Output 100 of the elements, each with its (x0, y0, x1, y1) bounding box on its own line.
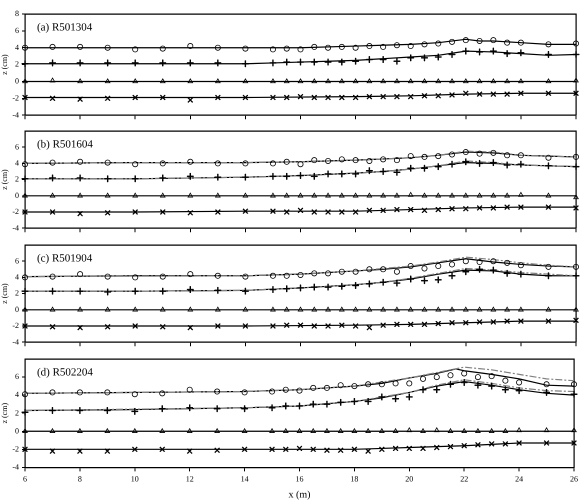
point (338, 209, 345, 215)
point (380, 94, 386, 100)
point (50, 44, 56, 50)
point (394, 42, 400, 48)
point (476, 259, 483, 266)
point (105, 192, 110, 198)
point (282, 386, 289, 393)
point (476, 38, 483, 44)
point (310, 384, 316, 391)
point (311, 323, 318, 329)
point (352, 58, 360, 65)
point (159, 174, 166, 182)
point (188, 78, 193, 84)
point (298, 161, 304, 168)
point (268, 404, 276, 412)
point (434, 54, 442, 60)
point (406, 446, 412, 452)
point (463, 192, 468, 198)
point (214, 405, 221, 412)
point (380, 78, 386, 84)
point (407, 276, 414, 282)
point (242, 60, 249, 68)
point (476, 266, 484, 273)
point (476, 205, 482, 211)
point (187, 210, 194, 216)
point (433, 386, 440, 394)
point (160, 274, 166, 280)
point (476, 306, 482, 312)
point (490, 48, 497, 55)
point (366, 56, 373, 63)
y-tick-label: 6 (15, 142, 19, 152)
point (475, 442, 481, 448)
point (463, 78, 468, 84)
x-tick-label: 16 (296, 474, 304, 484)
y-tick-label: 8 (15, 9, 19, 18)
point (504, 318, 510, 324)
point (380, 192, 386, 198)
point (187, 324, 194, 330)
point (545, 162, 552, 170)
point (22, 94, 28, 100)
point (407, 164, 414, 172)
point (132, 59, 139, 66)
point (379, 428, 384, 433)
y-tick-label: 6 (15, 256, 19, 266)
point (573, 264, 579, 270)
point (408, 78, 414, 84)
y-tick-label: 6 (15, 26, 19, 35)
point (132, 78, 138, 84)
point (366, 167, 373, 174)
point (325, 270, 332, 276)
point (284, 46, 290, 52)
point (573, 318, 579, 324)
point (421, 41, 428, 48)
y-tick-label: -2 (12, 207, 19, 216)
point (50, 306, 56, 312)
y-tick-label: 4 (15, 272, 19, 282)
point (504, 50, 511, 58)
point (76, 174, 84, 182)
point (22, 274, 28, 280)
point (77, 428, 83, 433)
point (337, 398, 344, 406)
x-tick-label: 6 (23, 474, 27, 484)
point (421, 164, 428, 172)
point (573, 40, 579, 47)
point (378, 381, 385, 388)
point (422, 92, 428, 99)
point (352, 268, 359, 275)
point (22, 161, 28, 168)
y-axis-title: z (cm) (0, 168, 9, 190)
point (392, 428, 398, 433)
point (573, 78, 579, 82)
point (475, 428, 481, 433)
point (546, 78, 552, 84)
point (284, 192, 290, 198)
point (490, 192, 496, 198)
point (490, 91, 496, 97)
point (544, 427, 550, 432)
x-axis-title: x (m) (288, 490, 310, 501)
point (392, 395, 400, 402)
point (104, 274, 111, 280)
point (449, 192, 455, 198)
point (366, 280, 373, 288)
point (187, 428, 192, 433)
point (393, 280, 400, 287)
point (186, 286, 194, 293)
point (518, 152, 524, 158)
point (352, 209, 358, 215)
point (422, 306, 428, 312)
point (298, 272, 304, 278)
point (394, 157, 400, 164)
point (50, 448, 56, 454)
point (104, 175, 112, 182)
point (270, 306, 276, 312)
point (406, 393, 413, 400)
point (448, 160, 456, 168)
point (434, 163, 442, 170)
point (159, 288, 166, 295)
x-tick-label: 10 (130, 474, 139, 484)
point (352, 446, 358, 452)
point (380, 56, 387, 63)
